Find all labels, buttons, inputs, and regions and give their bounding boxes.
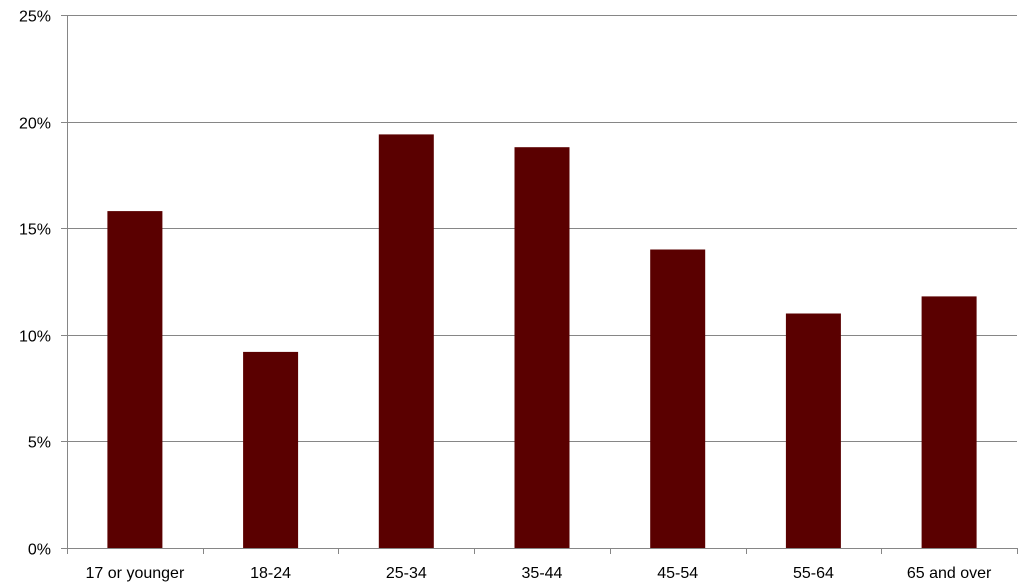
x-tick-label: 25-34 (386, 565, 427, 582)
x-tick-label: 17 or younger (86, 565, 185, 582)
y-tick-labels: 0% 5% 10% 15% 20% 25% (19, 9, 51, 559)
x-tick-label: 65 and over (907, 565, 992, 582)
y-tick-label: 20% (19, 116, 51, 133)
bar (243, 351, 299, 548)
x-tick-label: 18-24 (250, 565, 291, 582)
bars (107, 134, 977, 548)
bar (921, 296, 977, 548)
y-tick-label: 10% (19, 329, 51, 346)
x-tick-label: 55-64 (793, 565, 834, 582)
x-tick-labels: 17 or younger 18-24 25-34 35-44 45-54 55-64 65… (86, 565, 992, 582)
y-tick-label: 5% (28, 435, 51, 452)
bar (514, 147, 570, 548)
y-tick-label: 0% (28, 542, 51, 559)
axes (61, 15, 1018, 554)
x-tick-label: 45-54 (657, 565, 698, 582)
x-tick-label: 35-44 (522, 565, 563, 582)
bar (107, 211, 163, 548)
y-tick-label: 15% (19, 222, 51, 239)
bar (378, 134, 434, 548)
y-tick-label: 25% (19, 9, 51, 26)
bar (650, 249, 706, 548)
bar (785, 313, 841, 548)
